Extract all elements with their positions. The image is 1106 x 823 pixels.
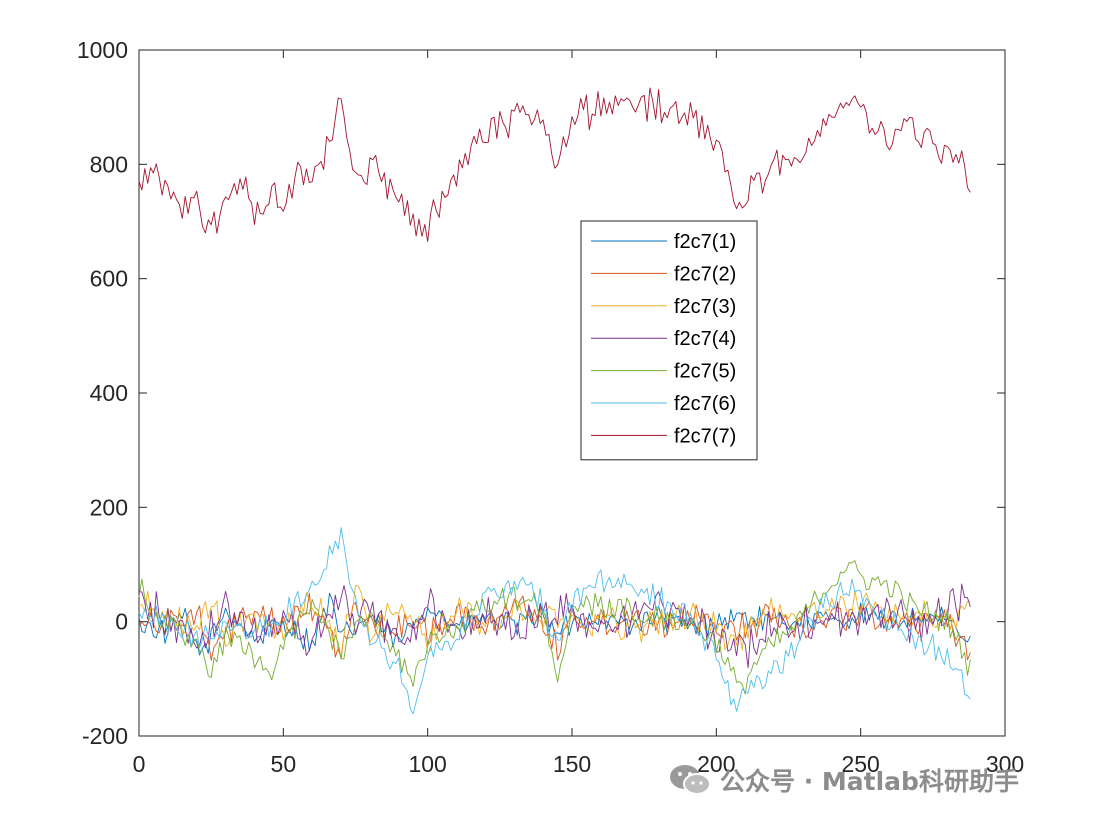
y-tick-label: 400	[90, 380, 128, 406]
series-layer	[138, 87, 971, 715]
x-tick-label: 100	[408, 751, 446, 777]
y-tick-label: -200	[82, 723, 128, 749]
series-line-3	[138, 584, 971, 656]
series-line-4	[138, 583, 971, 669]
y-tick-label: 600	[90, 266, 128, 292]
watermark-text: 公众号 · Matlab科研助手	[720, 767, 1019, 796]
x-tick-label: 150	[553, 751, 591, 777]
x-tick-label: 200	[697, 751, 735, 777]
legend-label: f2c7(4)	[674, 328, 736, 350]
y-ticks: -200 0 200 400 600 800 1000	[77, 37, 1005, 749]
series-line-5	[138, 560, 971, 695]
y-tick-label: 200	[90, 494, 128, 520]
wechat-icon	[670, 765, 711, 795]
legend-label: f2c7(2)	[674, 263, 736, 285]
legend-label: f2c7(7)	[674, 425, 736, 447]
x-ticks: 0 50 100 150 200 250 300	[133, 50, 1024, 777]
legend-label: f2c7(1)	[674, 231, 736, 253]
series-line-6	[138, 527, 971, 715]
x-tick-label: 300	[986, 751, 1024, 777]
legend-label: f2c7(5)	[674, 361, 736, 383]
x-tick-label: 0	[133, 751, 146, 777]
y-tick-label: 800	[90, 151, 128, 177]
legend-label: f2c7(6)	[674, 393, 736, 415]
y-tick-label: 0	[115, 609, 128, 635]
series-line-7	[138, 87, 971, 242]
watermark: 公众号 · Matlab科研助手	[668, 758, 1019, 802]
legend-box	[580, 220, 758, 461]
x-tick-label: 50	[271, 751, 297, 777]
x-tick-label: 250	[841, 751, 879, 777]
axes-box	[138, 49, 1006, 737]
legend-label: f2c7(3)	[674, 296, 736, 318]
y-tick-label: 1000	[77, 37, 128, 63]
legend: f2c7(1) f2c7(2) f2c7(3) f2c7(4) f2c7(5) f2c7(…	[580, 220, 758, 461]
